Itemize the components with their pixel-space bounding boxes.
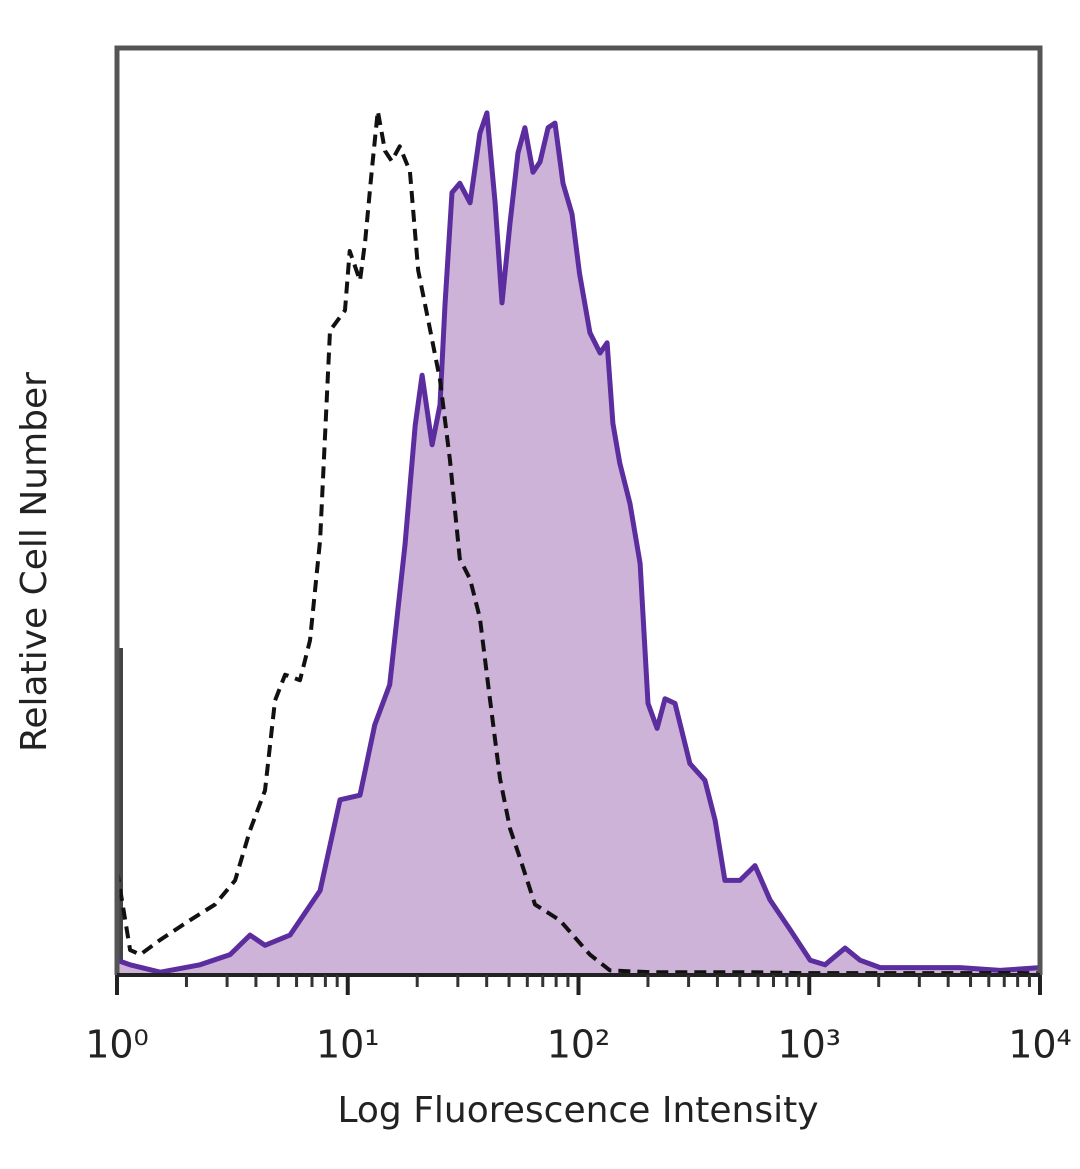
x-tick-label: 10⁰ bbox=[85, 1023, 149, 1067]
area bbox=[117, 112, 1040, 975]
x-axis-title: Log Fluorescence Intensity bbox=[337, 1090, 818, 1131]
line bbox=[116, 110, 1041, 975]
x-tick-label: 10¹ bbox=[316, 1023, 380, 1067]
line bbox=[115, 109, 1040, 976]
x-tick-label: 10² bbox=[547, 1023, 611, 1067]
x-tick-label: 10⁴ bbox=[1008, 1023, 1072, 1067]
plot-frame bbox=[114, 45, 1043, 975]
x-tick-label: 10³ bbox=[777, 1023, 841, 1067]
y-axis-title: Relative Cell Number bbox=[14, 372, 55, 752]
